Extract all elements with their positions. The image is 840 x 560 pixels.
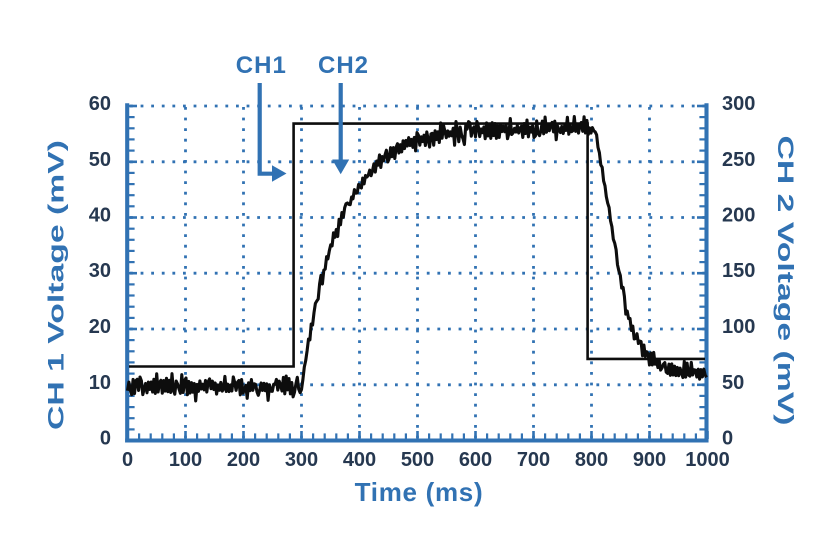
svg-text:CH1: CH1 <box>236 52 287 79</box>
svg-text:0: 0 <box>122 449 133 471</box>
svg-text:60: 60 <box>89 93 111 115</box>
svg-text:100: 100 <box>722 316 755 338</box>
svg-text:50: 50 <box>722 372 744 394</box>
svg-text:Time (ms): Time (ms) <box>355 477 484 507</box>
svg-text:CH2: CH2 <box>318 52 369 79</box>
svg-text:100: 100 <box>169 449 202 471</box>
svg-text:900: 900 <box>633 449 666 471</box>
svg-text:20: 20 <box>89 316 111 338</box>
svg-text:CH 1 Voltage (mV): CH 1 Voltage (mV) <box>44 140 69 430</box>
svg-text:400: 400 <box>343 449 376 471</box>
svg-text:500: 500 <box>401 449 434 471</box>
svg-text:600: 600 <box>459 449 492 471</box>
svg-text:300: 300 <box>722 93 755 115</box>
svg-text:250: 250 <box>722 149 755 171</box>
svg-text:1000: 1000 <box>685 449 730 471</box>
svg-text:50: 50 <box>89 149 111 171</box>
svg-text:150: 150 <box>722 260 755 282</box>
svg-text:0: 0 <box>100 428 111 450</box>
svg-text:700: 700 <box>517 449 550 471</box>
svg-text:10: 10 <box>89 372 111 394</box>
svg-text:300: 300 <box>285 449 318 471</box>
svg-text:CH 2 Voltage (mV): CH 2 Voltage (mV) <box>773 136 798 426</box>
svg-text:800: 800 <box>575 449 608 471</box>
svg-text:40: 40 <box>89 205 111 227</box>
svg-text:200: 200 <box>722 205 755 227</box>
svg-text:30: 30 <box>89 260 111 282</box>
svg-text:0: 0 <box>722 428 733 450</box>
svg-text:200: 200 <box>227 449 260 471</box>
